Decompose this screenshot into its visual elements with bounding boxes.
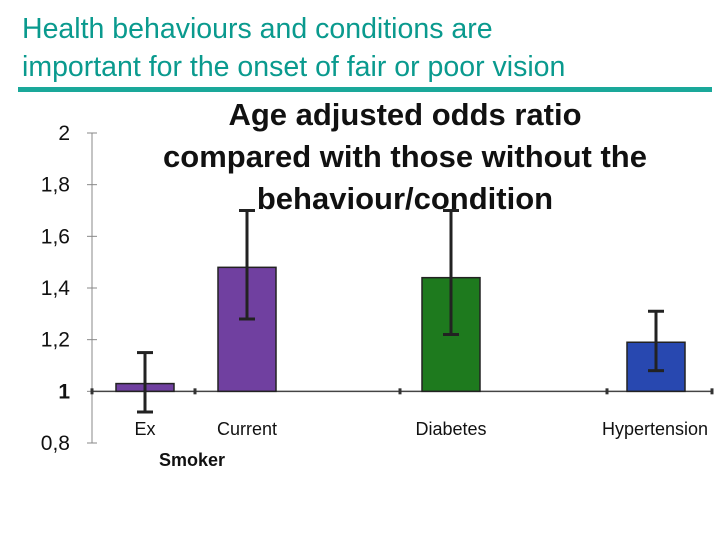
x-group-label-smoker: Smoker	[159, 450, 225, 470]
slide-title-line-1: Health behaviours and conditions are	[22, 13, 493, 45]
y-tick-label: 1,8	[41, 174, 70, 197]
y-tick-label: 0,8	[41, 432, 70, 455]
y-tick-label: 1,4	[41, 277, 71, 300]
y-tick-label: 1,2	[41, 329, 70, 352]
x-category-label: Ex	[134, 419, 155, 439]
x-category-label: Diabetes	[415, 419, 486, 439]
title-divider	[18, 87, 712, 92]
chart-title-line-2: compared with those without the	[163, 139, 647, 174]
slide-title: Health behaviours and conditions are imp…	[22, 10, 712, 86]
y-tick-label: 2	[58, 122, 70, 145]
x-category-label: Hypertension	[602, 419, 708, 439]
y-tick-label: 1	[58, 380, 70, 403]
y-tick-label: 1,6	[41, 225, 70, 248]
chart-title: Age adjusted odds ratio compared with th…	[110, 94, 700, 220]
chart-title-line-3: behaviour/condition	[256, 181, 554, 216]
x-category-label: Current	[217, 419, 277, 439]
slide-title-line-2: important for the onset of fair or poor …	[22, 51, 566, 83]
chart-title-line-1: Age adjusted odds ratio	[228, 97, 582, 132]
